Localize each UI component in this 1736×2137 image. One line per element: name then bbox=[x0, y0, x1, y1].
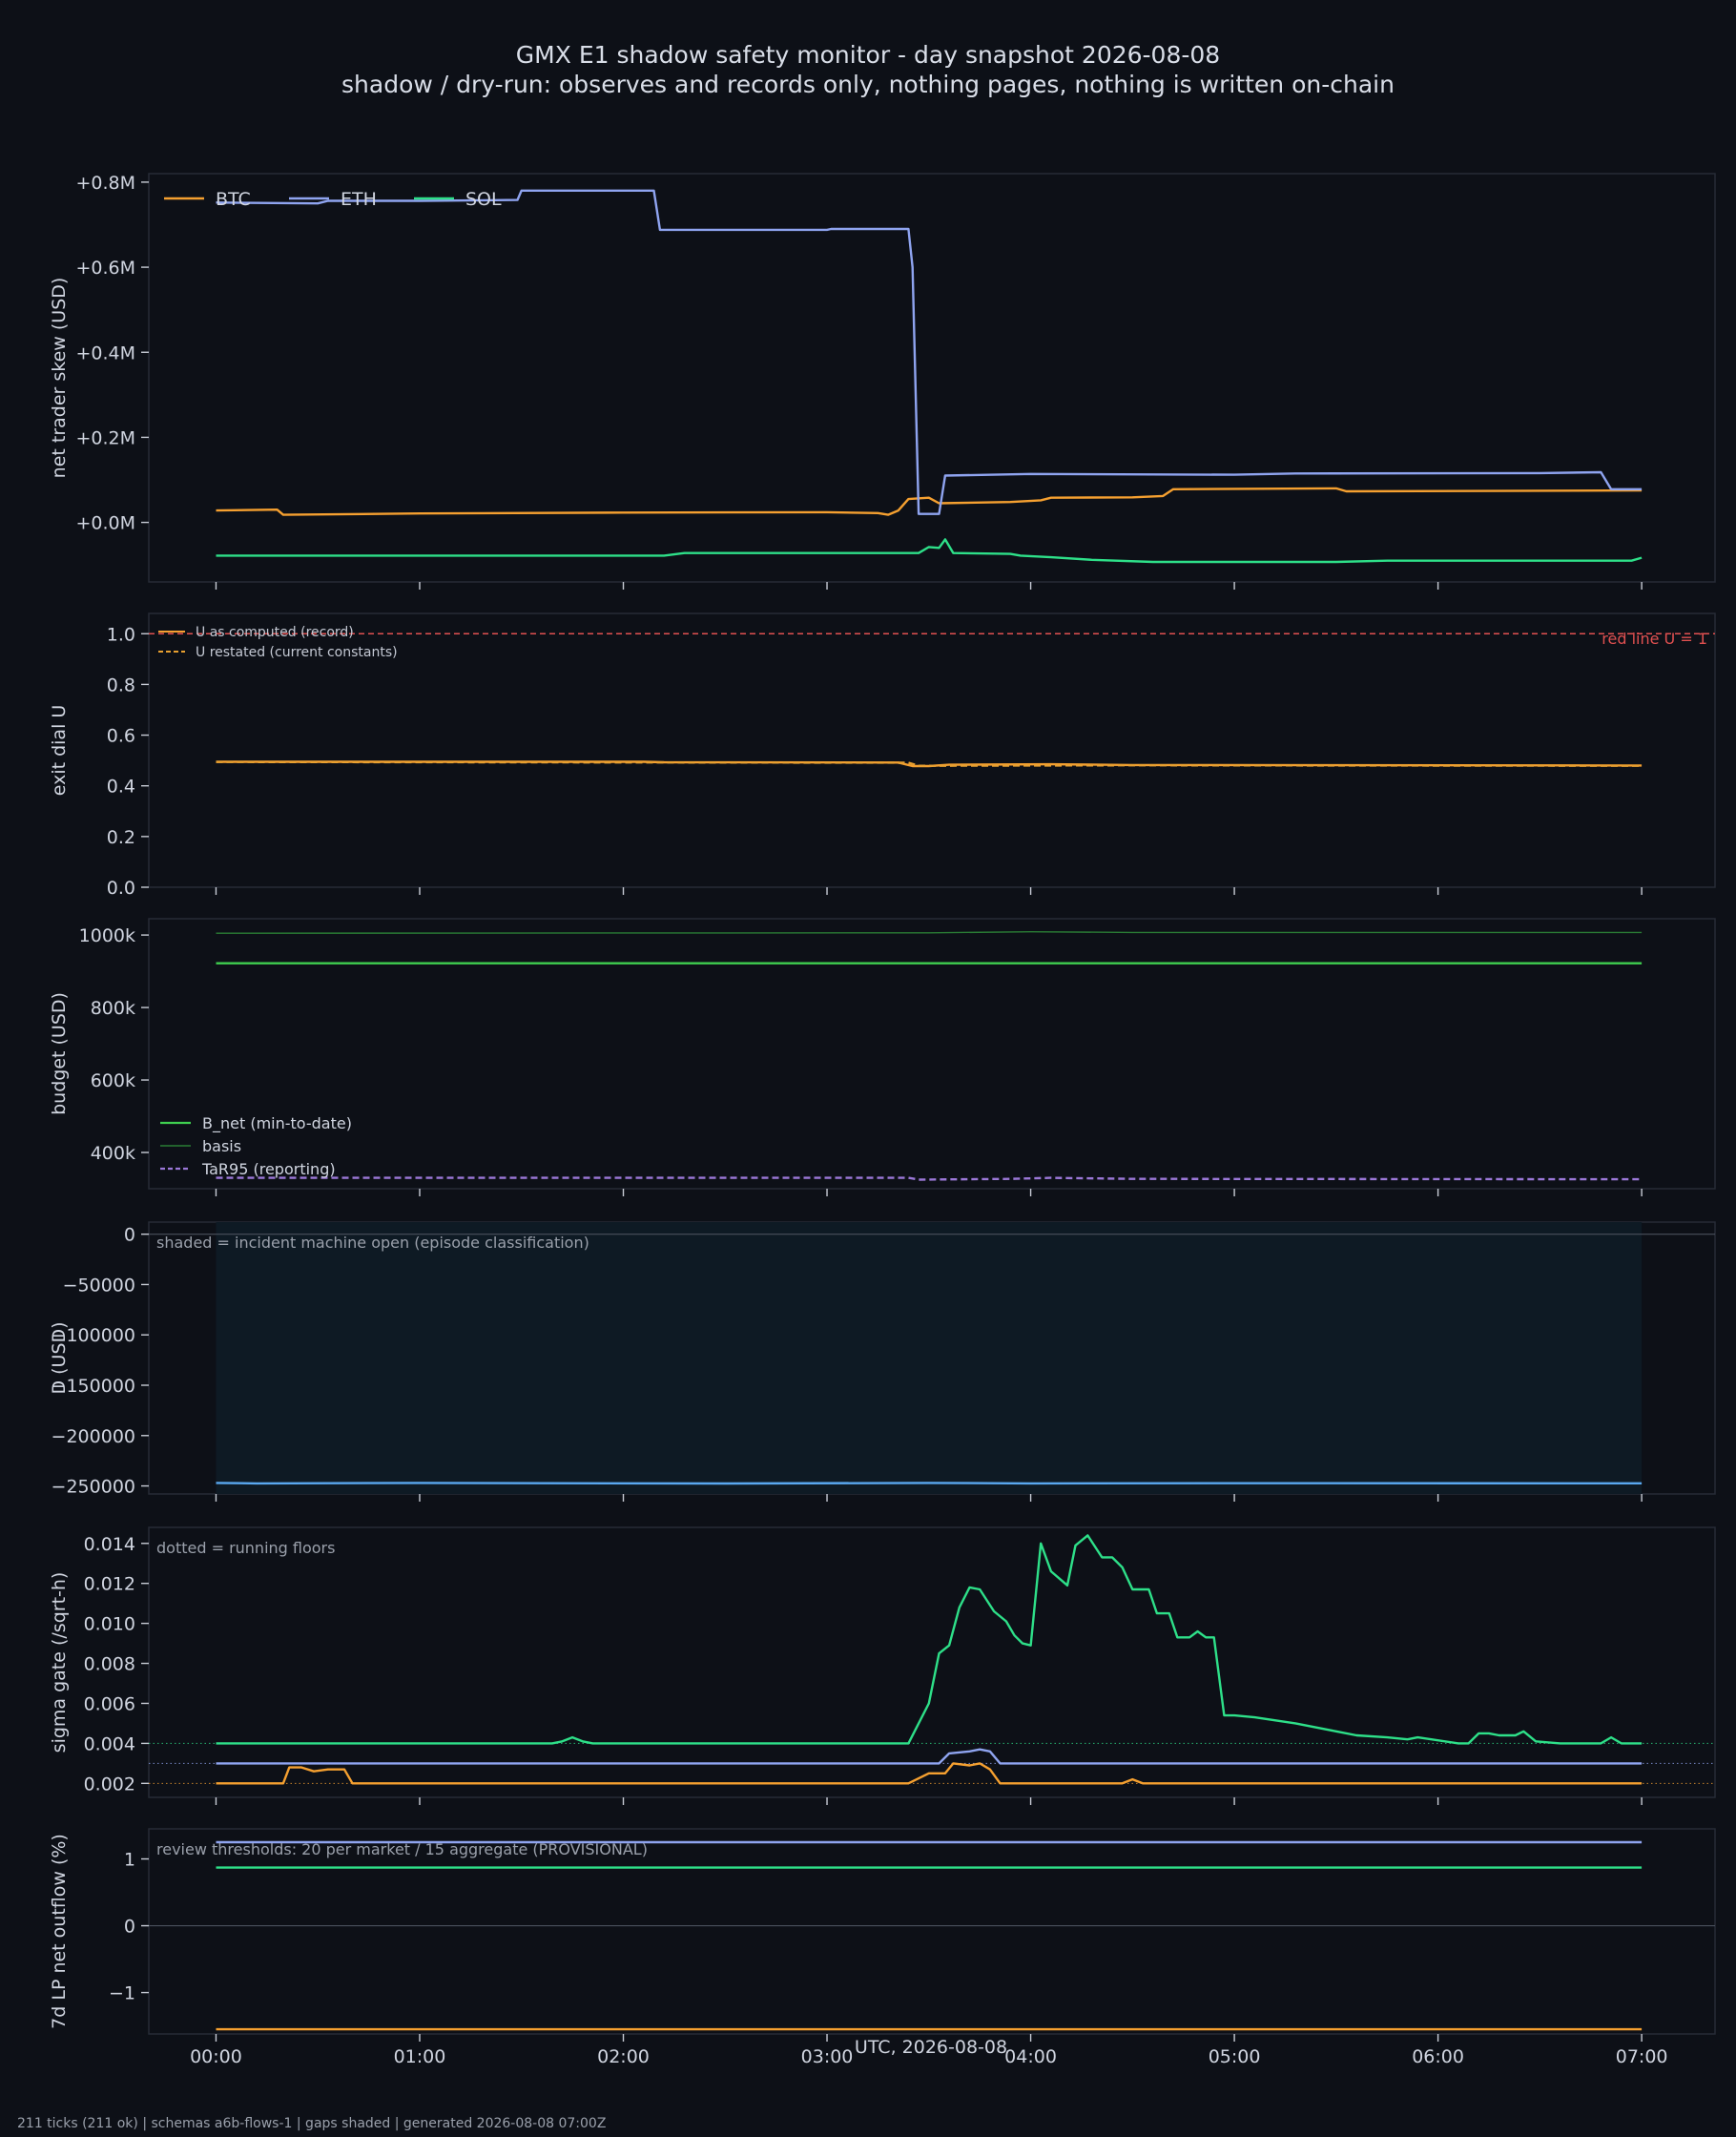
legend-label-budget-3: TaR95 (reporting) bbox=[201, 1160, 336, 1178]
y-axis-label: D (USD) bbox=[49, 1321, 70, 1394]
panel-annotation: review thresholds: 20 per market / 15 ag… bbox=[156, 1840, 648, 1858]
y-axis-label: budget (USD) bbox=[49, 992, 70, 1115]
y-tick-label: +0.8M bbox=[75, 173, 135, 194]
series-line-eth bbox=[216, 1748, 1643, 1765]
panel-frame bbox=[148, 173, 1716, 583]
legend-label-u-2: U restated (current constants) bbox=[196, 645, 398, 660]
y-tick-label: 800k bbox=[91, 998, 135, 1019]
y-tick-label: 0.2 bbox=[107, 827, 135, 848]
red-line-annotation: red line U = 1 bbox=[1602, 630, 1707, 648]
series-line-tar95-reporting- bbox=[216, 1176, 1643, 1181]
panel-1: +0.0M +0.2M +0.4M +0.6M +0.8M net trader skew… bbox=[49, 173, 1716, 590]
panel-3: 400k 600k 800k 1000k budget (USD) B_net (min-… bbox=[49, 918, 1716, 1196]
figure-title: GMX E1 shadow safety monitor - day snaps… bbox=[516, 41, 1220, 69]
x-tick-label: 00:00 bbox=[190, 2046, 242, 2067]
y-axis-label: net trader skew (USD) bbox=[49, 278, 70, 479]
y-tick-label: −200000 bbox=[52, 1426, 135, 1447]
y-tick-label: 0.008 bbox=[84, 1654, 135, 1675]
y-tick-label: −250000 bbox=[52, 1477, 135, 1498]
legend-label-u-1: U as computed (record) bbox=[196, 625, 354, 640]
y-tick-label: −50000 bbox=[63, 1275, 135, 1296]
y-tick-label: 0.006 bbox=[84, 1693, 135, 1714]
y-tick-label: 1000k bbox=[79, 925, 135, 946]
panel-annotation: shaded = incident machine open (episode … bbox=[156, 1234, 589, 1252]
y-axis-label: 7d LP net outflow (%) bbox=[49, 1834, 70, 2029]
y-tick-label: 0 bbox=[124, 1917, 135, 1938]
y-tick-label: 0.004 bbox=[84, 1733, 135, 1754]
panel-6: −1 0 1 7d LP net outflow (%) review threshol… bbox=[49, 1828, 1716, 2042]
x-tick-label: 04:00 bbox=[1004, 2046, 1057, 2067]
series-line-u-restated-current-constants- bbox=[216, 760, 1643, 767]
panel-frame bbox=[148, 918, 1716, 1190]
y-tick-label: 400k bbox=[91, 1143, 135, 1164]
y-tick-label: +0.2M bbox=[75, 427, 135, 448]
legend-label-eth: ETH bbox=[341, 189, 377, 210]
y-tick-label: +0.6M bbox=[75, 258, 135, 279]
figure-subtitle: shadow / dry-run: observes and records o… bbox=[341, 71, 1395, 98]
series-line-eth bbox=[216, 189, 1643, 515]
panel-2: 0.0 0.2 0.4 0.6 0.8 1.0 exit dial U red line U … bbox=[49, 612, 1716, 899]
x-axis-label: UTC, 2026-08-08 bbox=[855, 2037, 1007, 2058]
series-line-sol bbox=[216, 1534, 1643, 1745]
legend-label-budget-1: B_net (min-to-date) bbox=[202, 1114, 352, 1133]
y-tick-label: 0.002 bbox=[84, 1774, 135, 1795]
y-tick-label: 0.6 bbox=[107, 726, 135, 747]
x-tick-label: 05:00 bbox=[1209, 2046, 1261, 2067]
panels: +0.0M +0.2M +0.4M +0.6M +0.8M net trader skew… bbox=[49, 173, 1716, 2067]
y-tick-label: 1.0 bbox=[107, 624, 135, 645]
series-line-sol bbox=[216, 538, 1643, 564]
y-tick-label: 600k bbox=[91, 1070, 135, 1091]
y-tick-label: −150000 bbox=[52, 1376, 135, 1397]
series-line-btc bbox=[216, 487, 1643, 516]
y-tick-label: −1 bbox=[109, 1983, 135, 2004]
x-tick-label: 06:00 bbox=[1412, 2046, 1464, 2067]
y-tick-label: 1 bbox=[124, 1850, 135, 1871]
x-tick-label: 02:00 bbox=[597, 2046, 650, 2067]
legend-label-sol: SOL bbox=[465, 189, 502, 210]
y-tick-label: 0.014 bbox=[84, 1534, 135, 1555]
y-tick-label: 0.0 bbox=[107, 878, 135, 899]
x-tick-label: 03:00 bbox=[801, 2046, 854, 2067]
y-axis-label: exit dial U bbox=[49, 705, 70, 797]
y-tick-label: +0.4M bbox=[75, 342, 135, 363]
incident-shade bbox=[216, 1222, 1643, 1494]
y-tick-label: 0.8 bbox=[107, 674, 135, 695]
panel-annotation: dotted = running floors bbox=[156, 1539, 335, 1557]
y-tick-label: 0.010 bbox=[84, 1614, 135, 1635]
y-tick-label: 0.4 bbox=[107, 777, 135, 798]
series-line-btc bbox=[216, 1762, 1643, 1785]
panel-frame bbox=[148, 1526, 1716, 1798]
panel-frame bbox=[148, 1828, 1716, 2035]
x-tick-label: 07:00 bbox=[1616, 2046, 1668, 2067]
series-line-basis bbox=[216, 931, 1643, 934]
y-tick-label: 0.012 bbox=[84, 1574, 135, 1595]
panel-frame bbox=[148, 612, 1716, 888]
x-tick-label: 01:00 bbox=[394, 2046, 446, 2067]
panel-4: −250000 −200000 −150000 −100000 −50000 0 D (US… bbox=[49, 1221, 1716, 1502]
legend-label-budget-2: basis bbox=[202, 1137, 241, 1155]
y-tick-label: +0.0M bbox=[75, 513, 135, 534]
y-tick-label: −100000 bbox=[52, 1325, 135, 1346]
legend-label-btc: BTC bbox=[216, 189, 251, 210]
y-axis-label: sigma gate (/sqrt-h) bbox=[49, 1572, 70, 1753]
footer-note: 211 ticks (211 ok) | schemas a6b-flows-1… bbox=[17, 2116, 606, 2131]
y-tick-label: 0 bbox=[124, 1225, 135, 1246]
panel-5: 0.002 0.004 0.006 0.008 0.010 0.012 0.014 sigma… bbox=[49, 1526, 1716, 1805]
